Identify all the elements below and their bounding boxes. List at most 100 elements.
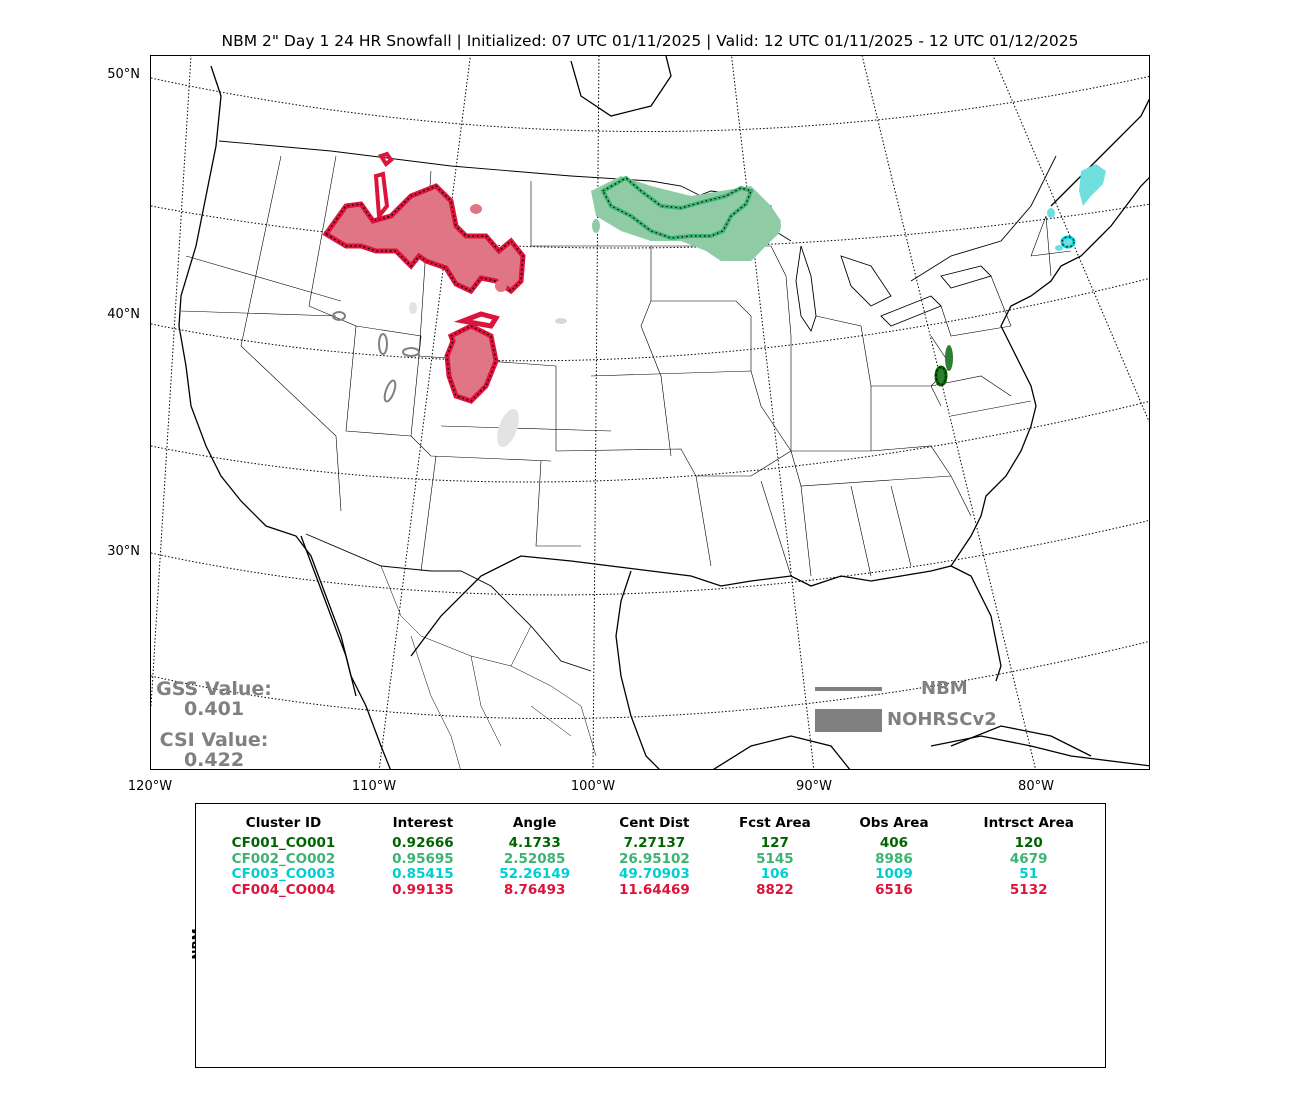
cluster-cf003 xyxy=(1047,164,1106,251)
table-row: CF001_CO001 0.92666 4.1733 7.27137 127 4… xyxy=(196,835,1105,852)
map-frame xyxy=(150,55,1150,770)
cell: CF001_CO001 xyxy=(231,835,336,851)
lon-label-80w: 80°W xyxy=(1018,779,1054,794)
header-intrsct-area: Intrsct Area xyxy=(983,815,1074,831)
lon-label-110w: 110°W xyxy=(351,779,397,794)
cell: 5145 xyxy=(756,850,794,867)
lon-line-120w xyxy=(151,56,192,707)
cluster-cf002 xyxy=(591,175,781,261)
cf003-obs-small xyxy=(1047,208,1055,218)
cf004-obs-blob xyxy=(470,204,482,214)
graticule xyxy=(151,56,1149,769)
lon-label-90w: 90°W xyxy=(796,779,832,794)
cf002-obs-west xyxy=(592,219,600,233)
lon-line-80w xyxy=(861,56,1037,769)
lon-label-100w: 100°W xyxy=(570,779,616,794)
cuba xyxy=(950,725,1092,757)
lat-label-30n: 30°N xyxy=(107,544,140,559)
great-lakes-michigan xyxy=(795,245,817,333)
cell: 0.95695 xyxy=(392,850,454,867)
cell: 0.92666 xyxy=(392,835,454,851)
header-fcst-area: Fcst Area xyxy=(738,815,811,831)
cell: 4.1733 xyxy=(508,835,561,851)
header-cluster-id: Cluster ID xyxy=(245,815,322,831)
unmatched-objects xyxy=(332,302,567,448)
lon-label-120w: 120°W xyxy=(127,779,173,794)
cf004-obs-fill-south xyxy=(447,326,496,401)
legend-nbm-line xyxy=(815,687,882,691)
stats-panel: Cluster ID Interest Angle Cent Dist Fcst… xyxy=(195,803,1106,1068)
gss-value: 0.401 xyxy=(183,698,245,720)
unmatched-fcst-utah3 xyxy=(402,347,420,357)
cf003-obs-fill xyxy=(1079,164,1106,206)
cell: 7.27137 xyxy=(623,835,686,851)
unmatched-obs-nebraska xyxy=(555,318,567,324)
cell: 0.85415 xyxy=(392,866,454,882)
cell: 11.64469 xyxy=(618,881,690,898)
lat-line-35n xyxy=(151,400,1149,483)
cell: 8822 xyxy=(756,881,794,898)
caribbean-islands xyxy=(930,735,1149,767)
header-cent-dist: Cent Dist xyxy=(619,815,690,831)
great-lakes-huron xyxy=(840,255,892,307)
cluster-cf001 xyxy=(934,345,953,387)
great-lakes-ontario xyxy=(940,265,992,289)
coastlines xyxy=(178,56,1149,769)
cf002-obs-fill xyxy=(591,176,781,261)
us-canada-border-east xyxy=(910,155,1057,282)
legend-nohrsc-swatch xyxy=(815,709,882,732)
canada-east-coast xyxy=(1050,98,1149,207)
cf003-fcst-outline xyxy=(1060,235,1076,249)
cf004-fcst-outline-north xyxy=(373,151,394,222)
west-coast xyxy=(178,65,391,769)
mexico-borders xyxy=(380,565,597,769)
florida-peninsula xyxy=(950,405,1037,567)
lat-label-40n: 40°N xyxy=(107,307,140,322)
great-lakes-erie xyxy=(880,295,942,327)
legend-nohrsc-label: NOHRSCv2 xyxy=(887,709,997,730)
cf003-obs-small2 xyxy=(1055,245,1063,251)
cell: 4679 xyxy=(1009,850,1048,867)
lat-label-50n: 50°N xyxy=(107,67,140,82)
unmatched-fcst-utah2 xyxy=(378,333,388,355)
state-borders xyxy=(180,155,1072,577)
unmatched-fcst-utah1 xyxy=(332,311,346,321)
header-angle: Angle xyxy=(512,815,557,831)
cf001-fcst-outline xyxy=(934,365,948,387)
hudson-bay-shore xyxy=(570,56,672,117)
gulf-coast xyxy=(410,555,1002,682)
cell: 52.26149 xyxy=(499,866,571,882)
cell: 26.95102 xyxy=(618,850,690,867)
cell: 406 xyxy=(879,835,909,851)
cell: 106 xyxy=(760,866,789,882)
lat-line-25n xyxy=(151,640,1149,720)
table-row: CF002_CO002 0.95695 2.52085 26.95102 514… xyxy=(196,850,1105,868)
cf004-obs-fill xyxy=(326,186,523,291)
cell: 0.99135 xyxy=(392,881,454,898)
cell: 6516 xyxy=(875,881,913,898)
cf004-obs-blob2 xyxy=(495,280,507,292)
cell: CF002_CO002 xyxy=(231,850,336,867)
cell: CF004_CO004 xyxy=(231,881,336,898)
cell: 2.52085 xyxy=(503,850,566,867)
cell: 127 xyxy=(760,835,789,851)
legend-nbm-label: NBM xyxy=(921,678,968,699)
unmatched-obs-wyoming xyxy=(409,302,417,314)
table-row: CF003_CO003 0.85415 52.26149 49.70903 10… xyxy=(196,866,1105,883)
cell: 8986 xyxy=(875,850,913,867)
lon-line-100w xyxy=(592,56,600,769)
unmatched-obs-colorado xyxy=(497,408,519,448)
lat-line-30n xyxy=(151,519,1149,596)
cell: CF003_CO003 xyxy=(231,866,336,882)
yucatan xyxy=(712,735,851,769)
page-title: NBM 2" Day 1 24 HR Snowfall | Initialize… xyxy=(221,32,1079,50)
cell: 5132 xyxy=(1009,881,1048,898)
table-row: CF004_CO004 0.99135 8.76493 11.64469 882… xyxy=(196,881,1105,899)
header-obs-area: Obs Area xyxy=(859,815,929,831)
csi-label: CSI Value: xyxy=(159,729,269,751)
cf002-fcst-outline xyxy=(600,175,754,241)
header-interest: Interest xyxy=(392,815,454,831)
gss-label: GSS Value: xyxy=(156,678,272,700)
stats-table: Cluster ID Interest Angle Cent Dist Fcst… xyxy=(196,815,1105,898)
cell: 120 xyxy=(1014,835,1043,851)
